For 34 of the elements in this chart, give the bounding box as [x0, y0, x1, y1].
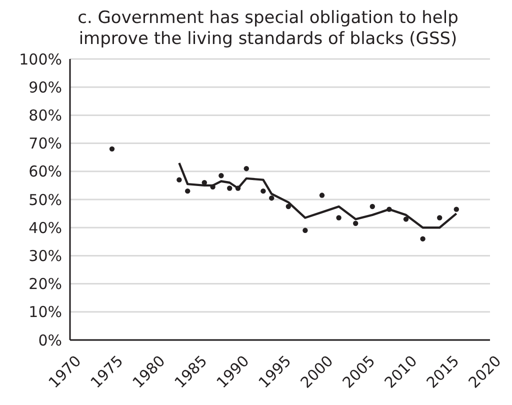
y-tick-label: 20%: [28, 275, 62, 294]
point: [420, 236, 426, 242]
point: [286, 204, 291, 210]
point: [210, 184, 216, 190]
y-tick-label: 50%: [28, 190, 62, 209]
point: [353, 220, 358, 226]
chart-title: c. Government has special obligation to help improve the living standards of blacks (GSS): [76, 8, 460, 50]
y-tick-label: 30%: [28, 247, 62, 266]
y-tick-label: 100%: [19, 50, 62, 68]
point: [109, 146, 115, 152]
line-series: [178, 162, 458, 229]
y-tick-label: 90%: [28, 78, 62, 96]
point: [260, 188, 266, 194]
y-tick-label: 60%: [28, 162, 62, 181]
point: [244, 166, 249, 172]
point: [403, 216, 409, 222]
point: [227, 186, 232, 191]
y-tick-label: 10%: [28, 303, 62, 322]
point: [269, 195, 274, 201]
point: [454, 206, 459, 212]
y-tick-label: 0%: [38, 331, 62, 350]
point: [176, 177, 182, 182]
y-tick-label: 80%: [28, 106, 62, 125]
y-tick-label: 70%: [28, 134, 62, 153]
point: [319, 192, 325, 198]
point: [370, 204, 375, 210]
point: [302, 228, 308, 234]
point: [185, 188, 190, 194]
point: [386, 206, 392, 212]
y-tick-label: 40%: [28, 218, 62, 237]
point: [218, 173, 224, 178]
point: [437, 215, 442, 220]
point: [336, 215, 342, 220]
point: [235, 186, 241, 191]
